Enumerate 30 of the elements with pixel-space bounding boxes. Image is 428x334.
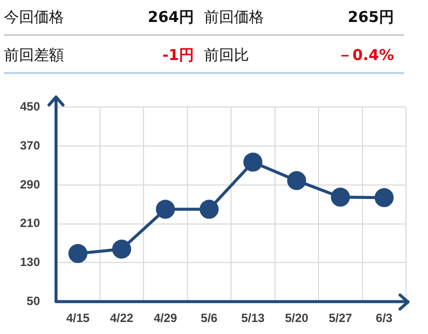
- x-tick-label: 5/6: [200, 311, 218, 326]
- y-tick-label: 370: [20, 138, 40, 152]
- text: 265円: [346, 8, 394, 26]
- y-tick-label: 290: [20, 177, 40, 192]
- point: [156, 200, 175, 219]
- text: 264円: [146, 8, 194, 26]
- point: [112, 240, 132, 259]
- point: [200, 200, 219, 219]
- point: [374, 188, 394, 208]
- y-tick-label: 50: [26, 294, 40, 308]
- text: -1円: [161, 46, 194, 64]
- y-tick-label: 450: [20, 100, 40, 114]
- x-tick-label: 4/29: [154, 311, 178, 326]
- x-tick-label: 4/22: [110, 311, 134, 326]
- x-tick-label: 5/13: [241, 311, 265, 326]
- y-tick-label: 130: [20, 255, 40, 270]
- point: [287, 171, 306, 190]
- text: 今回価格: [4, 8, 65, 26]
- x-tick-label: 4/15: [66, 311, 90, 326]
- y-tick-label: 210: [20, 216, 40, 230]
- text: 前回比: [204, 46, 250, 64]
- point: [243, 152, 262, 172]
- text: 前回差額: [4, 46, 65, 64]
- point: [330, 188, 350, 207]
- x-tick-label: 5/20: [284, 311, 309, 326]
- text: 前回価格: [204, 8, 265, 26]
- x-tick-label: 6/3: [376, 311, 393, 326]
- x-tick-label: 5/27: [328, 311, 352, 326]
- text: －0.4%: [336, 46, 394, 64]
- point: [68, 244, 88, 263]
